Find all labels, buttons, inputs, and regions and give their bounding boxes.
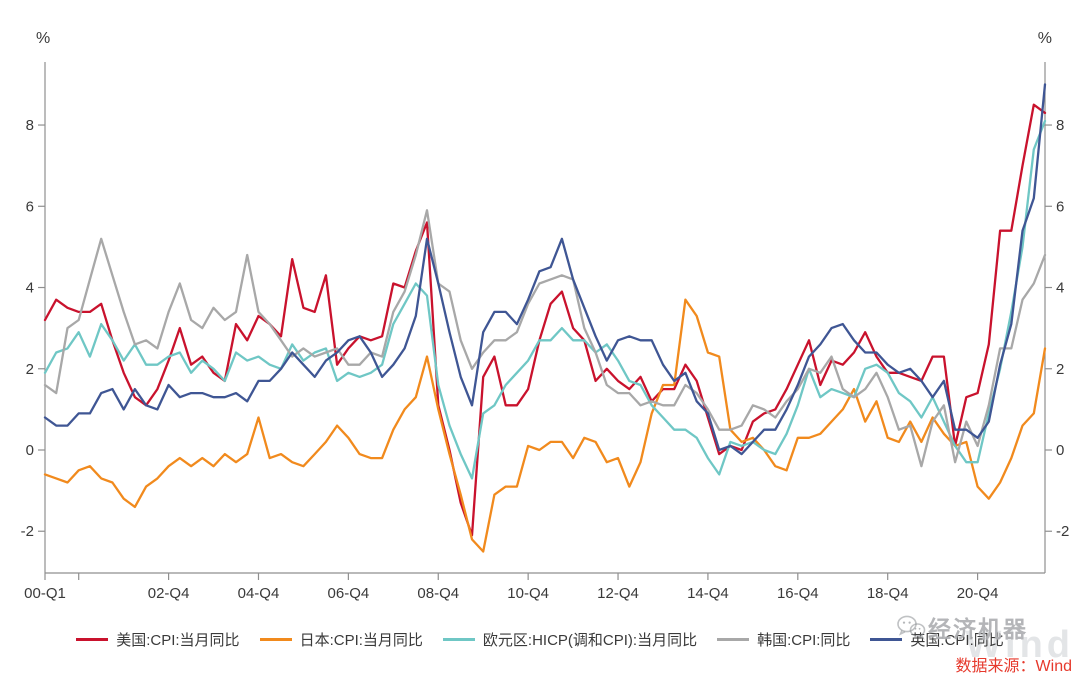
series-line-4 [43, 83, 1047, 456]
x-tick-label: 16-Q4 [777, 585, 819, 602]
series-line-0 [43, 103, 1047, 537]
y-tick-label-right: -2 [1056, 523, 1069, 540]
y-tick-label-right: 8 [1056, 117, 1064, 134]
data-source-label: 数据来源：Wind [955, 658, 1072, 675]
x-tick-label: 06-Q4 [328, 585, 370, 602]
series-line-3 [43, 209, 1047, 468]
y-tick-label-left: 2 [26, 361, 34, 378]
x-tick-label: 14-Q4 [687, 585, 729, 602]
y-tick-label-right: 6 [1056, 198, 1064, 215]
legend-swatch-1 [259, 638, 292, 641]
legend-item-2: 欧元区:HICP(调和CPI):当月同比 [442, 629, 698, 650]
y-tick-label-right: 0 [1056, 442, 1064, 459]
y-axis-unit-left: % [36, 30, 51, 47]
legend-swatch-4 [870, 638, 903, 641]
legend-label-2: 欧元区:HICP(调和CPI):当月同比 [482, 632, 698, 649]
x-tick-label: 12-Q4 [597, 585, 639, 602]
y-tick-label-left: 6 [26, 198, 34, 215]
x-tick-label: 08-Q4 [417, 585, 459, 602]
y-tick-label-left: 8 [26, 117, 34, 134]
legend-item-4: 英国:CPI:同比 [870, 629, 1004, 650]
x-tick-label: 20-Q4 [957, 585, 999, 602]
legend-label-1: 日本:CPI:当月同比 [299, 632, 423, 649]
legend-item-3: 韩国:CPI:同比 [717, 629, 850, 650]
y-axis-unit-right: % [1037, 30, 1052, 47]
legend-label-0: 美国:CPI:当月同比 [116, 632, 240, 649]
x-tick-label: 00-Q1 [24, 585, 66, 602]
y-tick-label-left: -2 [21, 523, 34, 540]
legend-label-4: 英国:CPI:同比 [910, 632, 1004, 649]
legend-label-3: 韩国:CPI:同比 [757, 632, 851, 649]
legend-item-0: 美国:CPI:当月同比 [76, 629, 240, 650]
x-tick-label: 10-Q4 [507, 585, 549, 602]
legend-swatch-2 [442, 638, 475, 641]
y-tick-label-left: 4 [26, 280, 34, 297]
legend-swatch-3 [717, 638, 750, 641]
y-tick-label-right: 2 [1056, 361, 1064, 378]
chart-legend: 美国:CPI:当月同比 日本:CPI:当月同比 欧元区:HICP(调和CPI):当月… [0, 629, 1080, 650]
legend-item-1: 日本:CPI:当月同比 [259, 629, 423, 650]
x-tick-label: 02-Q4 [148, 585, 190, 602]
series-line-2 [43, 119, 1047, 480]
x-tick-label: 18-Q4 [867, 585, 909, 602]
y-tick-label-left: 0 [26, 442, 34, 459]
x-tick-label: 04-Q4 [238, 585, 280, 602]
series-line-1 [43, 298, 1047, 553]
legend-swatch-0 [76, 638, 109, 641]
y-tick-label-right: 4 [1056, 280, 1064, 297]
